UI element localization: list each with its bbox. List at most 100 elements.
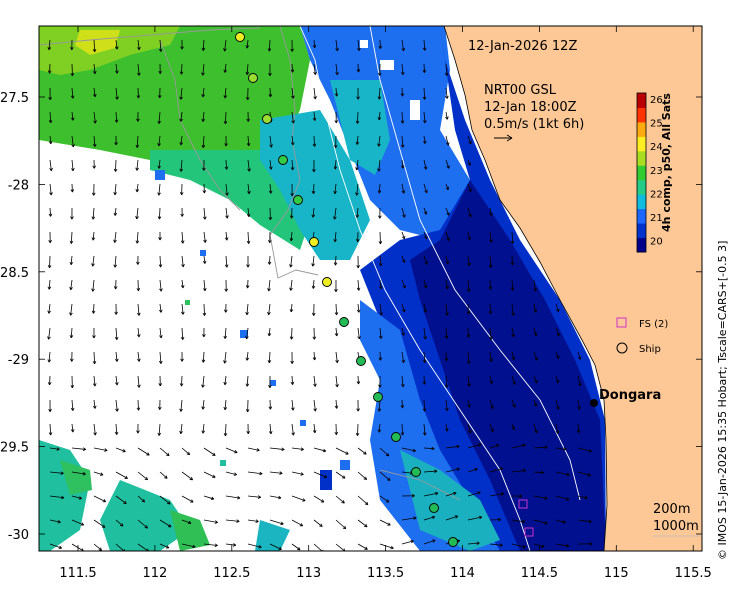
current-vector (135, 135, 140, 148)
current-vector (91, 207, 96, 220)
colorbar-swatch (637, 136, 646, 152)
current-vector (49, 543, 62, 550)
current-vector (291, 519, 304, 527)
current-vector (115, 63, 119, 74)
current-vector (378, 351, 383, 361)
current-vector (445, 231, 450, 241)
station-marker (235, 32, 245, 42)
sst-field (39, 26, 606, 551)
current-vector (335, 351, 339, 363)
current-vector (401, 231, 406, 240)
current-vector (158, 231, 162, 241)
current-vector (401, 516, 417, 521)
current-vector (224, 279, 228, 292)
current-vector (201, 399, 205, 410)
current-vector (313, 471, 328, 479)
current-vector (311, 183, 316, 194)
current-vector (225, 471, 237, 476)
current-vector (533, 519, 548, 525)
current-vector (333, 231, 337, 243)
current-vector (115, 87, 119, 100)
current-vector (401, 39, 406, 52)
current-vector (423, 183, 428, 194)
current-vector (71, 495, 82, 500)
current-vector (48, 87, 52, 101)
current-vector (355, 183, 359, 196)
current-vector (378, 255, 383, 267)
current-vector (533, 423, 538, 434)
current-vector (290, 351, 294, 364)
current-vector (202, 255, 207, 264)
current-vector (225, 519, 240, 523)
current-vector (137, 375, 141, 388)
current-vector (159, 519, 172, 528)
current-vector (289, 279, 293, 291)
current-vector (93, 111, 97, 124)
colorbar-swatch (637, 194, 646, 210)
current-vector (137, 63, 141, 76)
current-vector (113, 183, 117, 196)
current-vector (269, 471, 283, 475)
current-vector (158, 303, 163, 313)
current-vector (180, 231, 185, 244)
current-vector (93, 447, 108, 452)
current-vector (157, 183, 161, 196)
current-vector (466, 351, 471, 364)
colorbar-swatch (637, 93, 646, 108)
current-vector (357, 447, 367, 455)
current-vector (224, 255, 229, 268)
current-vector (445, 111, 449, 120)
current-vector (356, 255, 360, 269)
current-vector (93, 87, 97, 98)
current-vector (246, 423, 250, 435)
current-vector (467, 279, 471, 292)
current-vector (180, 351, 184, 362)
current-vector (225, 183, 229, 196)
current-vector (247, 159, 251, 172)
current-vector (203, 279, 207, 292)
current-vector (159, 543, 170, 549)
current-vector (201, 63, 205, 76)
current-vector (313, 447, 327, 453)
current-vector (334, 87, 339, 97)
current-vector (113, 279, 118, 290)
current-vector (335, 39, 339, 52)
current-vector (355, 423, 360, 436)
current-vector (533, 279, 537, 292)
current-vector (467, 183, 472, 192)
current-vector (181, 471, 193, 481)
current-vector (555, 303, 560, 313)
station-marker (448, 537, 458, 547)
current-vector (201, 87, 205, 98)
current-vector (289, 255, 293, 268)
current-vector (533, 327, 538, 337)
x-tick-label: 113.5 (367, 566, 404, 581)
current-vector (267, 39, 272, 52)
current-vector (356, 375, 361, 385)
current-vector (445, 87, 449, 99)
station-marker (248, 73, 258, 83)
current-vector (311, 255, 315, 267)
current-vector (225, 543, 237, 547)
current-vector (423, 159, 428, 170)
current-vector (269, 519, 284, 526)
current-vector (69, 255, 74, 266)
current-vector (377, 399, 382, 412)
current-vector (401, 279, 406, 289)
current-vector (334, 303, 339, 316)
current-vector (69, 303, 73, 316)
current-vector (577, 375, 582, 387)
current-vector (49, 183, 53, 196)
current-vector (203, 495, 215, 501)
current-vector (533, 470, 544, 475)
current-vector (201, 111, 205, 122)
current-vector (334, 111, 339, 124)
current-vector (203, 519, 218, 524)
current-vector (511, 399, 516, 408)
current-vector (245, 63, 250, 75)
current-vector (357, 519, 368, 528)
current-vector (71, 135, 75, 148)
current-vector (70, 183, 75, 193)
current-vector (511, 468, 526, 473)
current-vector (576, 423, 581, 434)
